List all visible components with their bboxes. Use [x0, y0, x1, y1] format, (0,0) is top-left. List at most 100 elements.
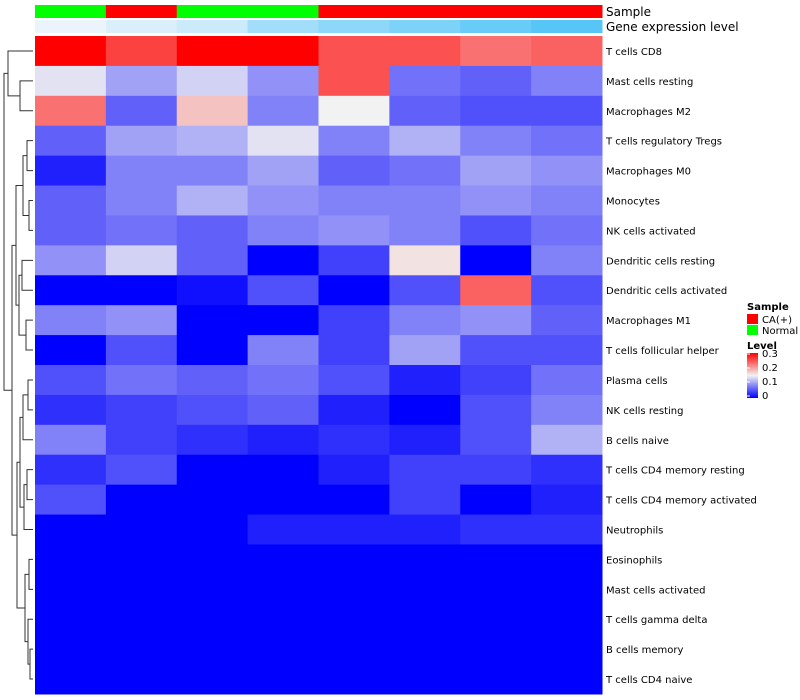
heatmap-cell	[247, 245, 319, 276]
heatmap-cell	[105, 155, 178, 187]
heatmap-cell	[105, 305, 178, 336]
heatmap-cell	[176, 335, 249, 366]
heatmap-cell	[531, 275, 603, 306]
heatmap-cell	[247, 215, 319, 246]
heatmap-cell	[318, 275, 390, 306]
heatmap-cell	[105, 454, 178, 486]
heatmap-cell	[460, 634, 532, 665]
heatmap-cell	[35, 394, 107, 426]
heatmap-cell	[176, 454, 249, 486]
row-label: T cells gamma delta	[605, 615, 707, 626]
heatmap-cell	[176, 514, 249, 545]
heatmap-cell	[176, 65, 249, 97]
legend-swatch	[747, 325, 758, 335]
heatmap-cell	[318, 574, 390, 605]
heatmap-cell	[460, 664, 532, 695]
heatmap-cell	[247, 335, 319, 366]
heatmap-cell	[247, 36, 319, 67]
heatmap-cell	[531, 305, 603, 336]
annotation-cell	[35, 20, 107, 33]
heatmap-cell	[318, 305, 390, 336]
heatmap-cell	[389, 454, 461, 486]
row-label: NK cells resting	[606, 406, 683, 417]
legend-tick-label: 0.1	[762, 377, 778, 388]
heatmap-cell	[176, 664, 249, 695]
legend-level-title: Level	[747, 341, 777, 352]
annotation-cell	[318, 20, 390, 33]
heatmap-cell	[176, 544, 249, 575]
heatmap-cell	[389, 155, 461, 187]
heatmap-cell	[105, 185, 178, 216]
heatmap-cell	[318, 95, 390, 127]
heatmap-cell	[247, 424, 319, 456]
heatmap-cell	[105, 484, 178, 516]
row-label: Dendritic cells resting	[606, 256, 715, 267]
heatmap-cell	[176, 155, 249, 187]
heatmap-cell	[35, 215, 107, 246]
heatmap-cell	[176, 275, 249, 306]
heatmap-cell	[318, 424, 390, 456]
annotation-cell	[176, 5, 249, 18]
heatmap-cell	[389, 95, 461, 127]
heatmap-cell	[176, 574, 249, 605]
heatmap-cell	[105, 634, 178, 665]
row-label: T cells CD4 naive	[605, 675, 692, 686]
heatmap-cell	[318, 245, 390, 276]
heatmap-cell	[35, 454, 107, 486]
heatmap-cell	[389, 664, 461, 695]
row-label: B cells naive	[606, 436, 669, 447]
row-labels: T cells CD8 Mast cells resting Macrophages…	[605, 47, 757, 686]
annotation-track-label: Gene expression level	[606, 20, 739, 34]
heatmap-cell	[389, 335, 461, 366]
row-label: T cells regulatory Tregs	[605, 137, 722, 148]
heatmap-cell	[318, 65, 390, 97]
heatmap-cell	[35, 275, 107, 306]
row-label: Macrophages M0	[606, 167, 691, 178]
heatmap-cell	[460, 215, 532, 246]
heatmap-cell	[35, 544, 107, 575]
annotation-cell	[247, 5, 319, 18]
heatmap-cell	[460, 125, 532, 157]
heatmap-cell	[105, 245, 178, 276]
heatmap-cell	[35, 664, 107, 695]
row-dendrogram	[3, 50, 33, 680]
heatmap-cell	[105, 36, 178, 67]
heatmap-cell	[389, 215, 461, 246]
heatmap-cell	[389, 65, 461, 97]
heatmap-cell	[247, 634, 319, 665]
heatmap-cell	[176, 36, 249, 67]
heatmap-cell	[318, 36, 390, 67]
heatmap-cell	[105, 125, 178, 157]
heatmap-cell	[35, 514, 107, 545]
heatmap-cell	[460, 484, 532, 516]
heatmap-cell	[247, 604, 319, 635]
annotation-cell	[105, 5, 178, 18]
heatmap-cell	[531, 95, 603, 127]
heatmap-cell	[35, 305, 107, 336]
heatmap-cell	[318, 155, 390, 187]
heatmap-cell	[105, 335, 178, 366]
heatmap-cell	[176, 394, 249, 426]
row-label: Plasma cells	[606, 376, 668, 387]
heatmap-cell	[531, 36, 603, 67]
legend-colorbar	[747, 353, 758, 398]
annotation-cell	[460, 5, 532, 18]
heatmap-cell	[318, 514, 390, 545]
heatmap-cell	[176, 604, 249, 635]
heatmap-cell	[389, 185, 461, 216]
heatmap-cell	[105, 544, 178, 575]
annotation-cell	[389, 5, 461, 18]
heatmap-cell	[318, 185, 390, 216]
heatmap-cell	[247, 484, 319, 516]
heatmap-cell	[460, 185, 532, 216]
heatmap-cell	[389, 365, 461, 396]
heatmap-cell	[460, 155, 532, 187]
heatmap-cell	[460, 365, 532, 396]
row-label: Macrophages M2	[606, 107, 691, 118]
annotation-cell	[318, 5, 390, 18]
heatmap-cell	[176, 365, 249, 396]
heatmap-cell	[531, 574, 603, 605]
heatmap-cell	[176, 424, 249, 456]
heatmap-cell	[176, 215, 249, 246]
